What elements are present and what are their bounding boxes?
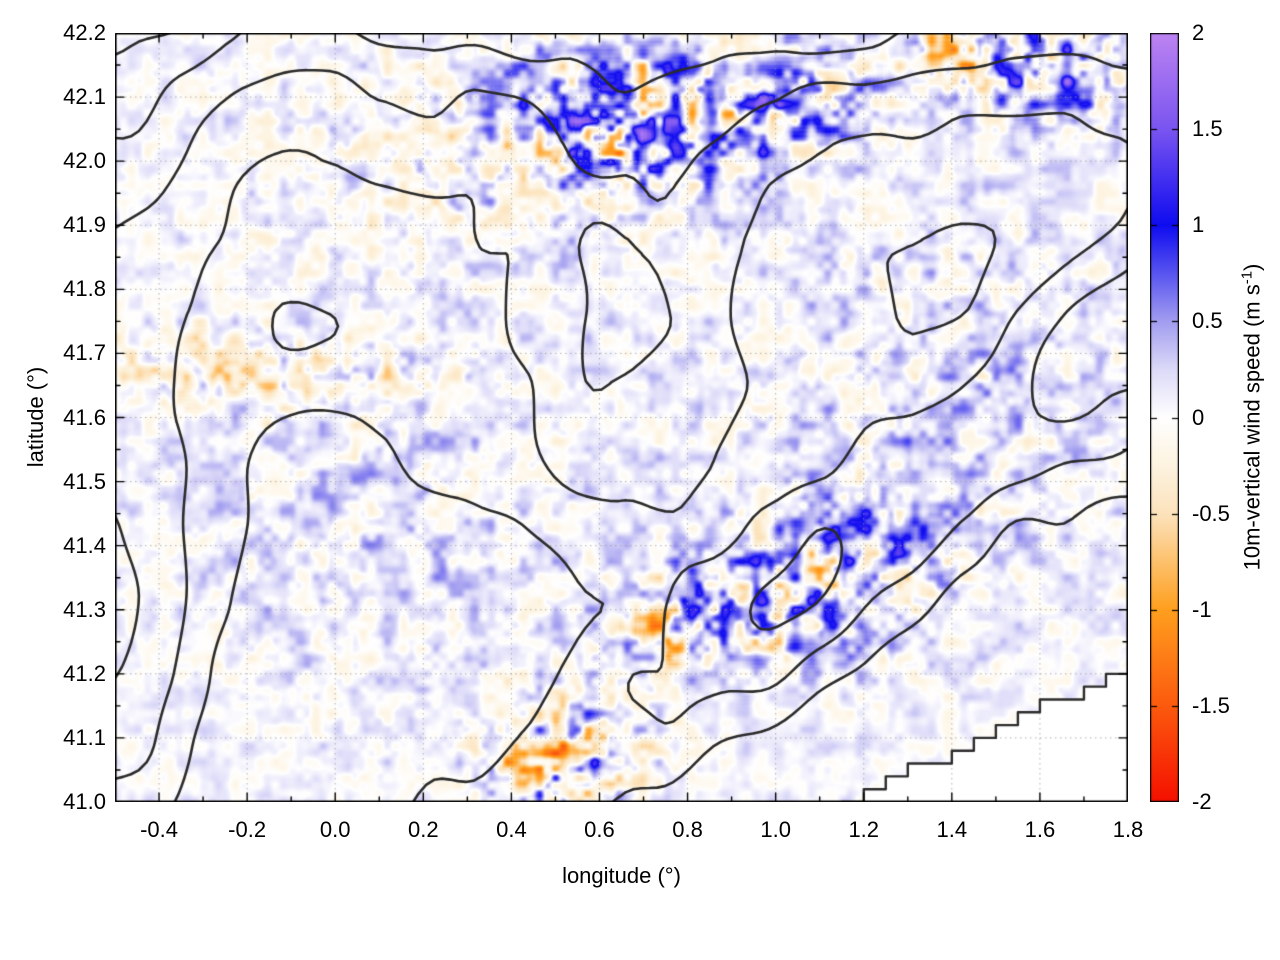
y-tick-label: 41.6 [63,404,106,430]
y-tick-label: 41.0 [63,789,106,814]
colorbar-tick-label: -0.5 [1192,500,1230,526]
x-tick-label: 1.8 [1112,817,1144,842]
colorbar-tick-label: -2 [1192,789,1212,814]
x-tick-label: 0.0 [319,817,351,842]
y-tick-label: 41.4 [63,532,106,558]
colorbar-tick-label: 0.5 [1192,308,1223,334]
y-axis-label-text: latitude (°) [23,366,48,468]
x-tick-label: 1.2 [848,817,880,842]
x-tick-label: 1.6 [1024,817,1056,842]
x-tick-label: -0.4 [140,817,178,842]
wind-speed-heatmap-canvas [115,33,1128,802]
x-tick-label: -0.2 [228,817,267,842]
y-tick-label: 41.7 [63,340,106,366]
x-tick-label: 1.0 [760,817,791,842]
y-tick-label: 41.8 [63,276,106,302]
x-tick-label: 1.4 [936,817,968,842]
x-tick-label: 0.8 [672,817,703,842]
colorbar-tick-label: 1 [1192,212,1205,238]
y-tick-label: 42.2 [63,20,106,45]
x-axis-label-text: longitude (°) [562,863,681,888]
colorbar-label-prefix: 10m-vertical wind speed (m s [1239,284,1265,571]
x-tick-label: 0.4 [496,817,527,842]
colorbar-label-suffix: ) [1239,263,1265,271]
colorbar-tick-label: -1 [1192,596,1212,622]
x-axis-label: longitude (°) [115,863,1128,889]
x-tick-label: 0.2 [408,817,439,842]
colorbar-tick-label: 2 [1192,20,1205,45]
colorbar-tick-label: 1.5 [1192,116,1223,142]
colorbar-tick-label: -1.5 [1192,692,1230,718]
colorbar-tick-label: 0 [1192,404,1205,430]
x-tick-label: 0.6 [584,817,615,842]
y-tick-label: 41.1 [63,724,106,750]
y-tick-label: 42.1 [63,84,106,110]
y-tick-label: 41.9 [63,212,106,238]
y-tick-label: 41.3 [63,596,106,622]
colorbar [1150,33,1179,802]
y-tick-label: 42.0 [63,148,106,174]
y-tick-label: 41.2 [63,660,106,686]
colorbar-label-superscript: -1 [1238,270,1256,285]
y-tick-label: 41.5 [63,468,106,494]
